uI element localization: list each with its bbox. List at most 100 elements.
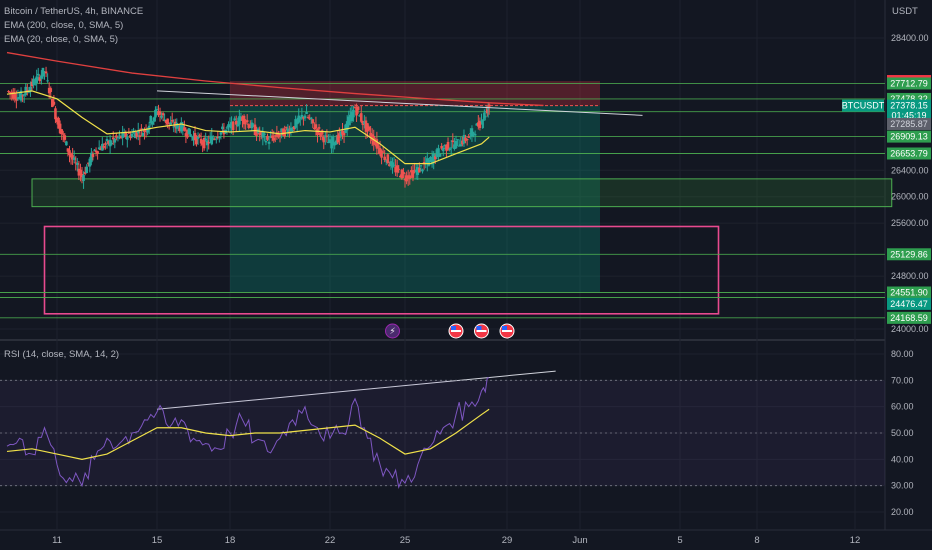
candles — [7, 66, 491, 189]
candle-body — [405, 175, 408, 182]
zone-short-stop[interactable] — [230, 81, 600, 106]
candle-body — [199, 138, 203, 144]
candle-body — [338, 133, 341, 138]
candle-body — [267, 141, 271, 144]
candle-body — [324, 135, 327, 138]
ema200-legend[interactable]: EMA (200, close, 0, SMA, 5) — [4, 20, 123, 31]
axis-price-tag-text: 27478.32 — [890, 94, 928, 104]
price-trend-line[interactable] — [156, 90, 643, 116]
candle-body — [16, 97, 20, 100]
candle-body — [178, 127, 182, 132]
candle-body — [210, 135, 214, 145]
candle-body — [446, 141, 450, 150]
candle-body — [263, 133, 266, 136]
us-flag-canton — [451, 326, 456, 330]
rsi-tick-label: 80.00 — [891, 349, 914, 359]
candle-body — [486, 108, 490, 110]
candle-body — [429, 157, 432, 160]
candle-body — [54, 108, 57, 120]
candle-body — [181, 123, 185, 130]
candle-body — [230, 122, 233, 129]
candle-body — [416, 167, 420, 175]
candle-body — [90, 152, 93, 163]
candle-body — [289, 127, 293, 132]
candle-body — [222, 130, 226, 135]
candle-body — [334, 140, 338, 145]
candle-body — [261, 132, 265, 138]
candle-body — [149, 115, 153, 123]
candle-body — [129, 135, 132, 138]
candle-body — [477, 122, 480, 127]
candle-body — [314, 124, 318, 129]
candle-body — [270, 135, 274, 138]
candle-body — [57, 117, 60, 129]
time-axis[interactable]: 11 15 18 22 25 29 Jun 5 8 12 — [52, 535, 860, 546]
candle-body — [352, 109, 355, 118]
candle-body — [43, 71, 46, 73]
lightning-icon-glyph: ⚡ — [389, 327, 395, 337]
candle-body — [278, 134, 282, 136]
candle-body — [402, 171, 405, 174]
candle-body — [480, 120, 483, 122]
zone-pink-rectangle[interactable] — [43, 225, 720, 315]
candle-body — [211, 138, 215, 140]
trend-lines[interactable] — [156, 90, 643, 410]
candle-body — [292, 126, 296, 130]
candle-body — [437, 148, 440, 157]
lightning-icon[interactable] — [385, 323, 400, 339]
axis-price-tag-text: 27712.79 — [890, 78, 928, 88]
candle-body — [367, 126, 371, 131]
candle-body — [308, 118, 311, 120]
events-row[interactable]: ⚡ — [385, 323, 515, 339]
rsi-axis[interactable]: 80.00 70.00 60.00 50.00 40.00 30.00 20.00 — [891, 349, 914, 517]
price-tick-label: 24000.00 — [891, 324, 929, 334]
candle-body — [297, 115, 301, 123]
candle-body — [108, 139, 112, 147]
axis-price-tag — [887, 99, 931, 112]
candle-body — [426, 158, 429, 164]
rsi-legend[interactable]: RSI (14, close, SMA, 14, 2) — [4, 349, 119, 360]
candle-body — [130, 133, 134, 137]
time-tick-label: 29 — [502, 535, 513, 546]
rsi-trend-line[interactable] — [156, 370, 556, 410]
currency-label[interactable]: USDT — [892, 6, 918, 17]
candle-body — [13, 92, 17, 99]
candle-body — [36, 73, 40, 76]
candle-body — [462, 135, 466, 144]
candle-body — [225, 127, 229, 129]
candle-body — [370, 134, 374, 141]
horizontal-lines[interactable] — [0, 82, 885, 319]
rsi-tick-label: 20.00 — [891, 507, 914, 517]
candle-body — [126, 136, 129, 140]
candle-body — [325, 135, 329, 137]
candle-body — [193, 133, 197, 141]
candle-body — [472, 132, 475, 134]
axis-price-tag — [887, 311, 931, 324]
candle-body — [111, 137, 115, 140]
axis-price-tag-text: 01:45:19 — [891, 110, 926, 120]
ema20-legend[interactable]: EMA (20, close, 0, SMA, 5) — [4, 34, 118, 45]
candle-body — [397, 168, 401, 170]
candle-body — [410, 170, 413, 173]
candle-body — [208, 137, 212, 139]
candle-body — [115, 135, 118, 138]
candle-body — [349, 114, 352, 118]
candle-body — [107, 141, 110, 144]
moving-averages — [6, 51, 544, 165]
candle-body — [69, 153, 73, 158]
candle-body — [155, 108, 159, 110]
axis-price-tag — [887, 77, 931, 90]
rsi-ma-line — [6, 408, 490, 460]
price-labels: 27749.3927712.7927478.32BTCUSDT27378.150… — [842, 75, 931, 324]
candle-body — [164, 119, 168, 123]
price-axis[interactable]: 28400.00 26400.00 26000.00 25600.00 24800.00… — [891, 33, 929, 334]
axis-price-tag-text: 25129.86 — [890, 249, 928, 259]
candle-body — [189, 134, 192, 137]
candle-body — [453, 144, 456, 150]
candle-body — [441, 147, 445, 152]
zone-support-band[interactable] — [31, 178, 893, 208]
candle-body — [353, 107, 357, 109]
candle-body — [201, 142, 204, 145]
candle-body — [255, 131, 258, 136]
